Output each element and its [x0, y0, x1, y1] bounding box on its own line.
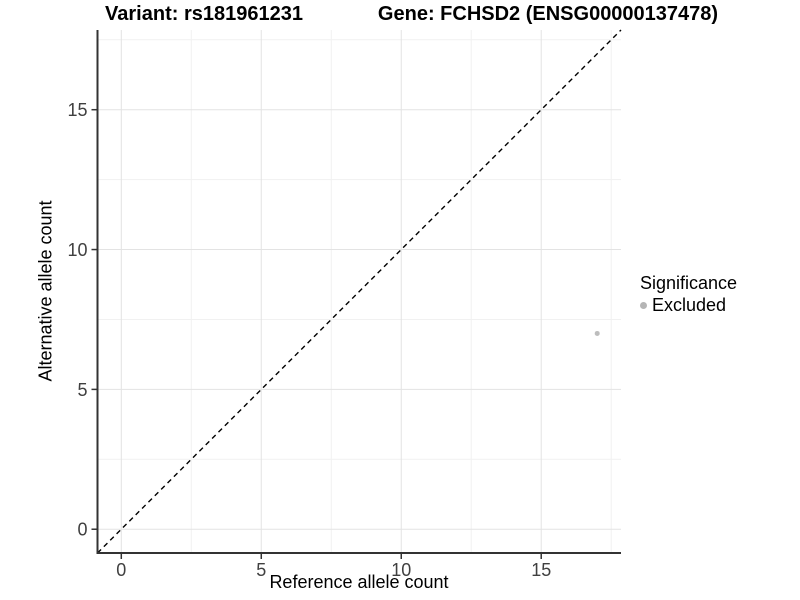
legend-point-icon	[640, 301, 647, 309]
y-tick-label: 10	[67, 240, 87, 260]
y-tick-label: 15	[67, 100, 87, 120]
x-tick-label: 15	[531, 560, 551, 580]
x-tick-label: 10	[391, 560, 411, 580]
gene-title: Gene: FCHSD2 (ENSG00000137478)	[377, 3, 719, 25]
x-tick-label: 5	[256, 560, 266, 580]
legend-entry-label: Excluded	[652, 295, 727, 315]
y-tick-label: 5	[77, 380, 87, 400]
identity-dashed-line	[97, 29, 622, 554]
legend-entry: Excluded	[640, 295, 737, 315]
variant-title: Variant: rs181961231	[105, 3, 303, 25]
legend: Significance Excluded	[640, 273, 737, 315]
data-point	[594, 330, 600, 336]
x-tick-label: 0	[116, 560, 126, 580]
x-axis-title: Reference allele count	[269, 572, 449, 592]
y-tick-label: 0	[77, 520, 87, 540]
y-axis-title: Alternative allele count	[35, 200, 56, 382]
legend-title: Significance	[640, 273, 738, 293]
